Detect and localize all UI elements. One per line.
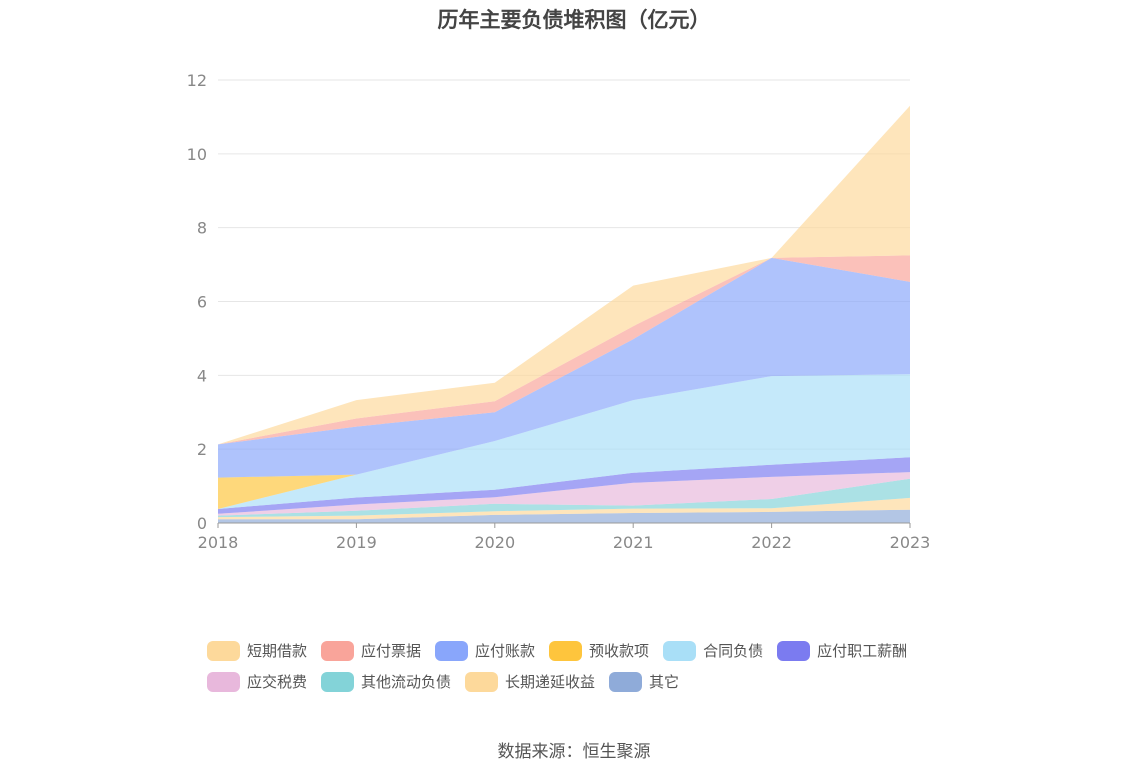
area-series-应付账款 (218, 257, 910, 478)
y-tick-label: 8 (197, 219, 207, 238)
legend-label: 短期借款 (247, 642, 308, 660)
legend-label: 其他流动负债 (361, 673, 452, 691)
stacked-area-chart: 0 2 4 6 8 10 12 2018 2019 2020 2021 2022 2023 (187, 71, 931, 552)
area-series-其他流动负债 (218, 478, 910, 518)
legend-swatch (321, 640, 355, 661)
legend-row: 短期借款 应付票据 应付账款 预收款项 合同负债 应付职工薪酬 (207, 640, 967, 661)
legend-label: 合同负债 (703, 642, 764, 660)
legend-item[interactable]: 应付账款 (435, 640, 535, 661)
x-tick-label: 2021 (613, 533, 654, 552)
legend-swatch (609, 671, 643, 692)
legend-swatch (207, 671, 240, 692)
area-series-长期递延收益 (218, 497, 910, 520)
legend-swatch (435, 640, 469, 661)
x-tick-label: 2020 (474, 533, 515, 552)
y-tick-label: 12 (187, 71, 207, 90)
legend-label: 长期递延收益 (505, 673, 596, 691)
legend-label: 预收款项 (589, 642, 650, 660)
legend-swatch (321, 671, 355, 692)
y-tick-label: 2 (197, 440, 207, 459)
legend-item[interactable]: 应交税费 (207, 671, 307, 692)
y-tick-label: 10 (187, 145, 207, 164)
legend-swatch (207, 640, 240, 661)
area-series-合同负债 (218, 374, 910, 509)
legend-item[interactable]: 合同负债 (663, 640, 763, 661)
legend-swatch (777, 640, 811, 661)
data-source: 数据来源：恒生聚源 (497, 742, 651, 762)
y-tick-label: 6 (197, 293, 207, 312)
y-tick-label: 4 (197, 366, 207, 385)
x-tick-label: 2022 (751, 533, 792, 552)
legend: 短期借款 应付票据 应付账款 预收款项 合同负债 应付职工薪酬应交税费 其他流动负债 长期递延… (207, 640, 967, 702)
legend-item[interactable]: 其它 (609, 671, 679, 692)
legend-label: 应付票据 (361, 642, 422, 660)
chart-title: 历年主要负债堆积图（亿元） (437, 8, 711, 32)
legend-label: 应付职工薪酬 (817, 642, 908, 660)
legend-item[interactable]: 应付职工薪酬 (777, 640, 907, 661)
legend-item[interactable]: 应付票据 (321, 640, 421, 661)
x-tick-label: 2019 (336, 533, 377, 552)
legend-label: 应付账款 (475, 642, 536, 660)
area-series-其它 (218, 509, 910, 523)
legend-item[interactable]: 预收款项 (549, 640, 649, 661)
legend-item[interactable]: 其他流动负债 (321, 671, 451, 692)
x-tick-label: 2018 (198, 533, 239, 552)
legend-item[interactable]: 短期借款 (207, 640, 307, 661)
area-series-应付职工薪酬 (218, 457, 910, 514)
legend-swatch (465, 671, 499, 692)
legend-label: 其它 (649, 673, 680, 691)
legend-row: 应交税费 其他流动负债 长期递延收益 其它 (207, 671, 967, 692)
legend-swatch (549, 640, 583, 661)
x-tick-label: 2023 (890, 533, 931, 552)
area-series-应交税费 (218, 472, 910, 516)
legend-label: 应交税费 (247, 673, 308, 691)
legend-swatch (663, 640, 697, 661)
y-tick-label: 0 (197, 514, 207, 533)
legend-item[interactable]: 长期递延收益 (465, 671, 595, 692)
